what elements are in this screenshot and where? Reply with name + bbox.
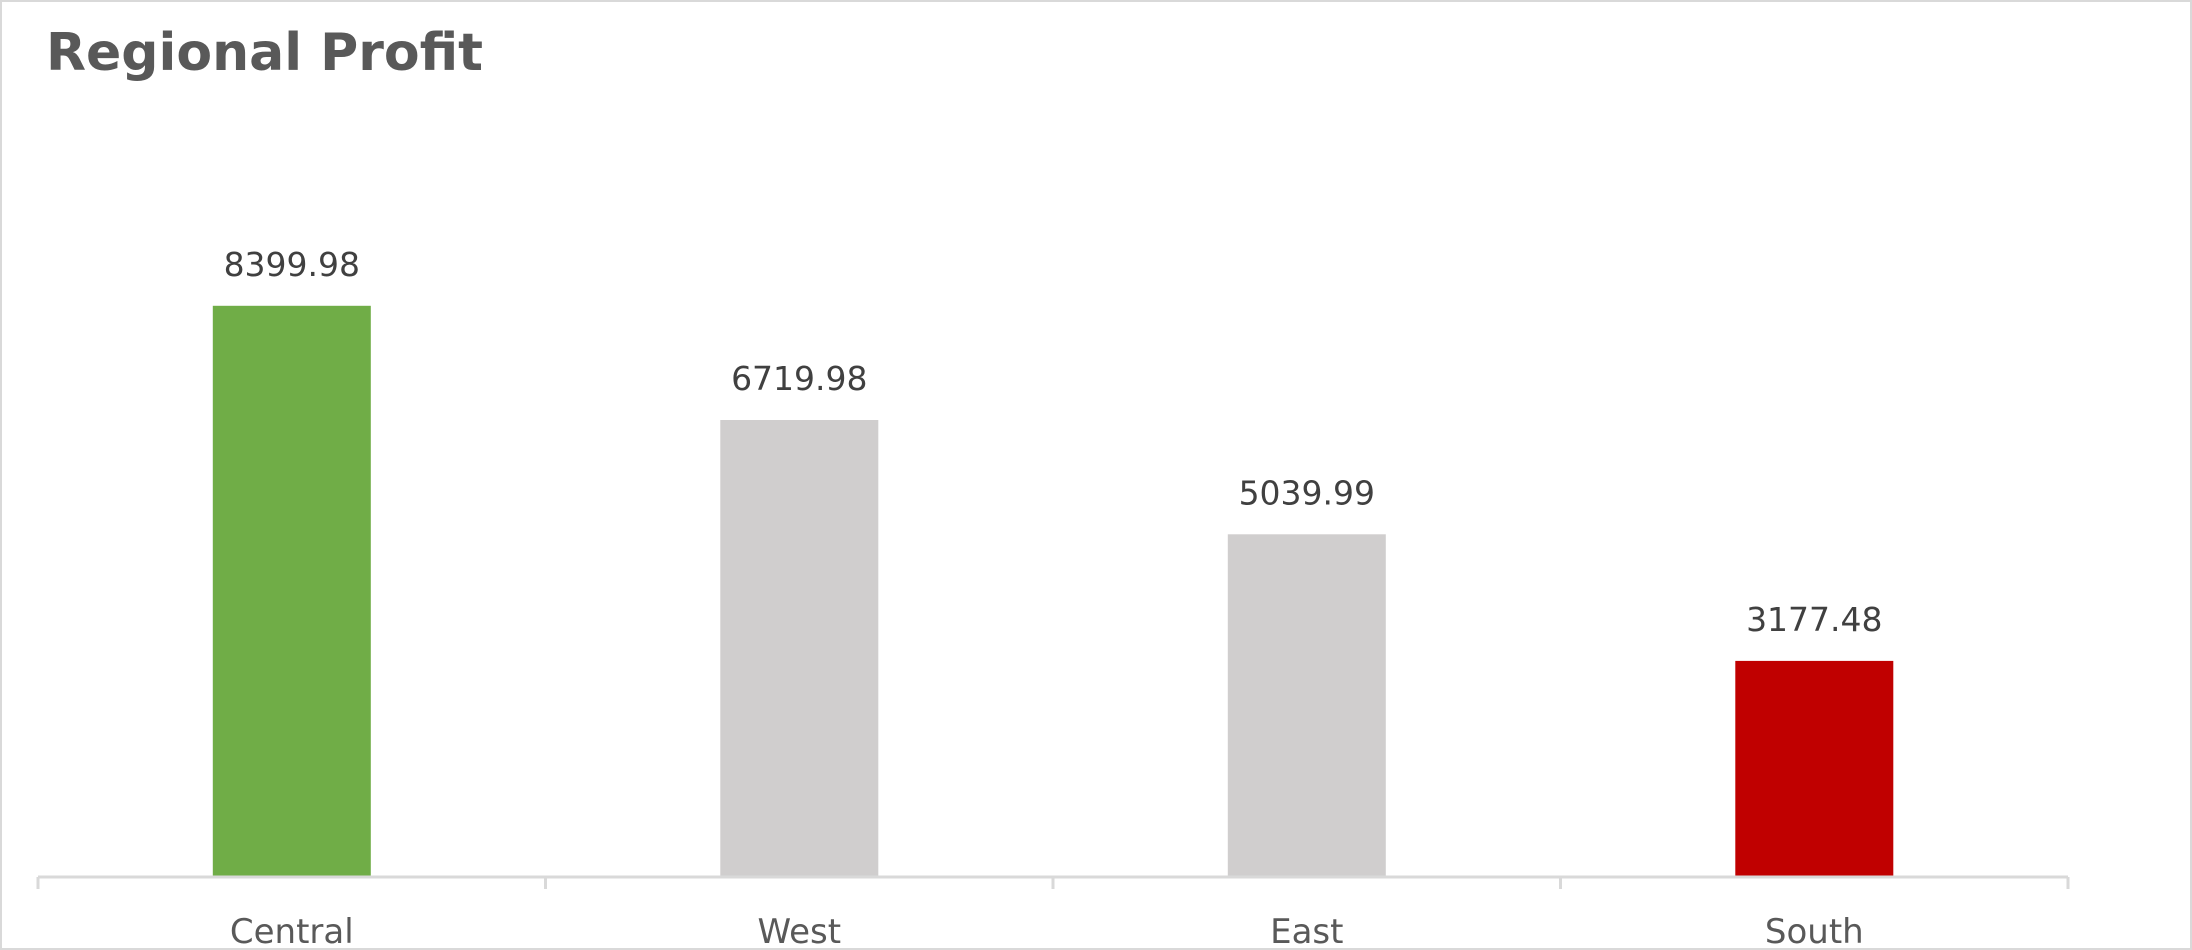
data-label-west: 6719.98 bbox=[731, 359, 867, 398]
bar-east bbox=[1227, 534, 1386, 877]
x-tick-label-south: South bbox=[1765, 912, 1864, 950]
bars-layer bbox=[212, 305, 1894, 877]
bar-south bbox=[1735, 660, 1894, 877]
data-label-central: 8399.98 bbox=[224, 245, 360, 284]
x-tick-label-east: East bbox=[1270, 912, 1343, 950]
x-tick-label-west: West bbox=[758, 912, 842, 950]
bar-central bbox=[212, 305, 371, 877]
chart-title: Regional Profit bbox=[46, 23, 483, 83]
bar-west bbox=[720, 420, 879, 877]
x-axis bbox=[36, 875, 2070, 889]
x-tick-labels: Central West East South bbox=[230, 912, 1864, 950]
x-tick-label-central: Central bbox=[230, 912, 354, 950]
data-labels-layer: 8399.98 6719.98 5039.99 3177.48 bbox=[224, 245, 1883, 639]
data-label-east: 5039.99 bbox=[1239, 473, 1375, 512]
data-label-south: 3177.48 bbox=[1746, 600, 1882, 639]
